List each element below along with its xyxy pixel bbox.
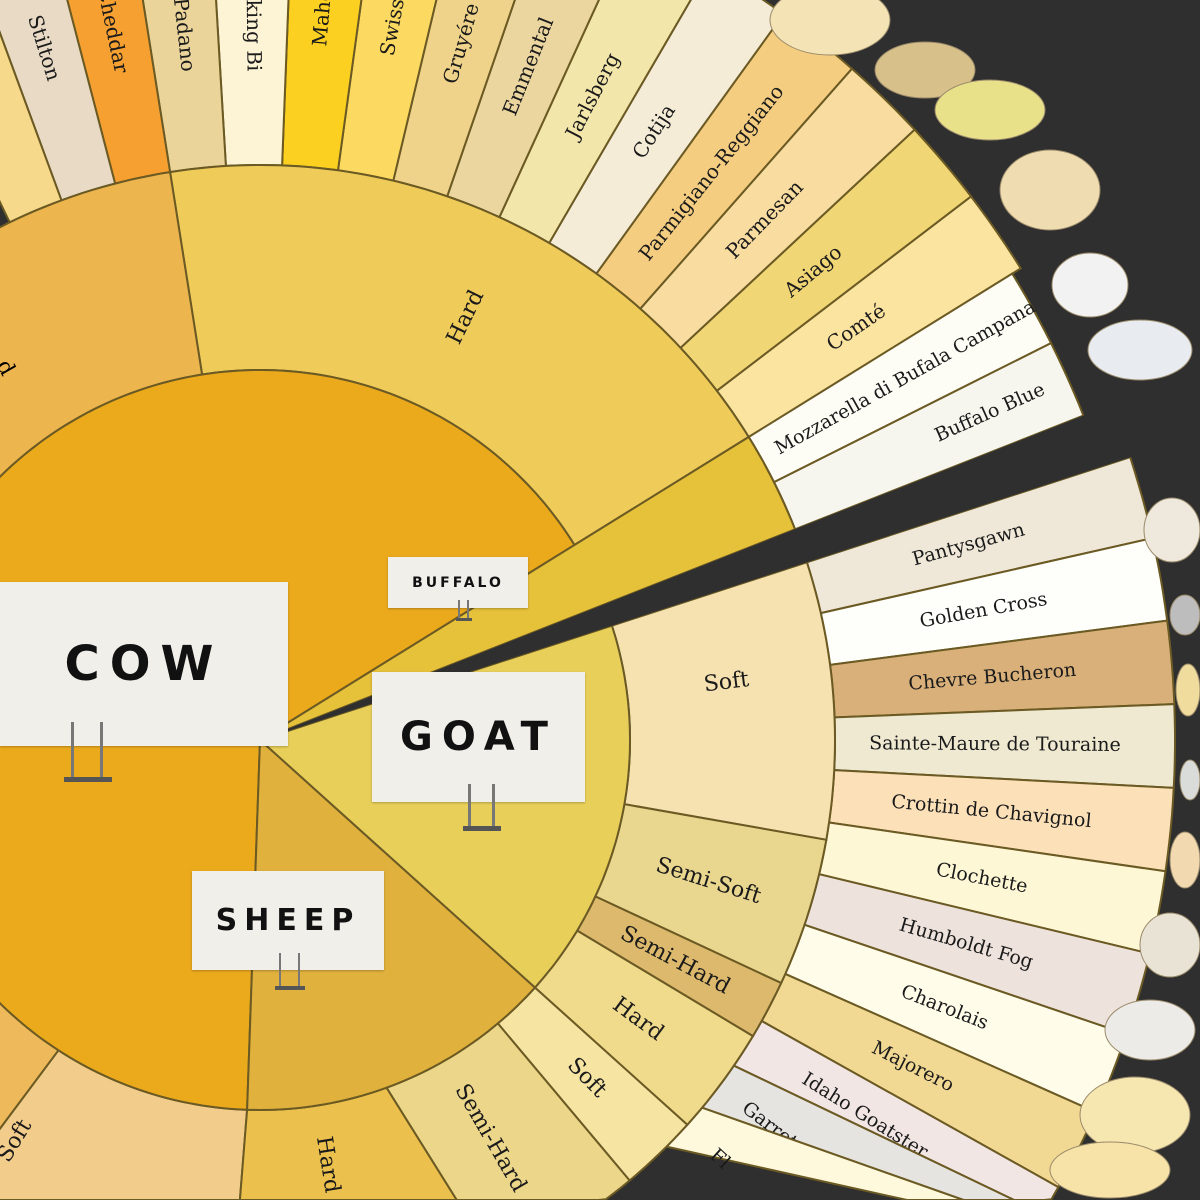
cheese-illustration-icon (1051, 252, 1129, 318)
cheese-illustration-icon (1169, 831, 1200, 889)
stand-icon (275, 953, 305, 993)
sheep-segment (246, 737, 537, 1112)
animal-label-buffalo: BUFFALO (388, 557, 528, 608)
wedge-gap (260, 397, 1150, 740)
cheese-illustration-icon (769, 0, 891, 56)
cheese-label: Mahó (307, 0, 336, 47)
stand-icon (456, 600, 472, 622)
cheese-illustration-icon (1049, 1141, 1171, 1199)
cheese-illustration-icon (1179, 759, 1200, 801)
cheese-illustration-icon (999, 149, 1101, 231)
animal-label-sheep: SHEEP (192, 871, 384, 970)
cheese-label: Stinking Bi (241, 0, 266, 71)
stand-icon (463, 784, 501, 834)
animal-label-goat: GOAT (372, 672, 585, 802)
cheese-illustration-icon (1139, 912, 1200, 978)
cow-segment (0, 369, 576, 1111)
cheese-illustration-icon (1175, 663, 1200, 717)
cheese-illustration-icon (1087, 319, 1193, 381)
cheese-illustration-icon (1079, 1076, 1191, 1154)
cheese-illustration-icon (934, 79, 1046, 141)
stand-icon (64, 722, 112, 784)
cheese-illustration-icon (1143, 497, 1200, 563)
cheese-illustration-icon (874, 41, 976, 99)
cheese-illustration-icon (1104, 999, 1196, 1061)
animal-label-cow: COW (0, 582, 288, 746)
cheese-illustration-icon (1169, 594, 1200, 636)
texture-label: Soft (702, 667, 750, 697)
cheese-label: Sainte-Maure de Touraine (869, 732, 1121, 756)
